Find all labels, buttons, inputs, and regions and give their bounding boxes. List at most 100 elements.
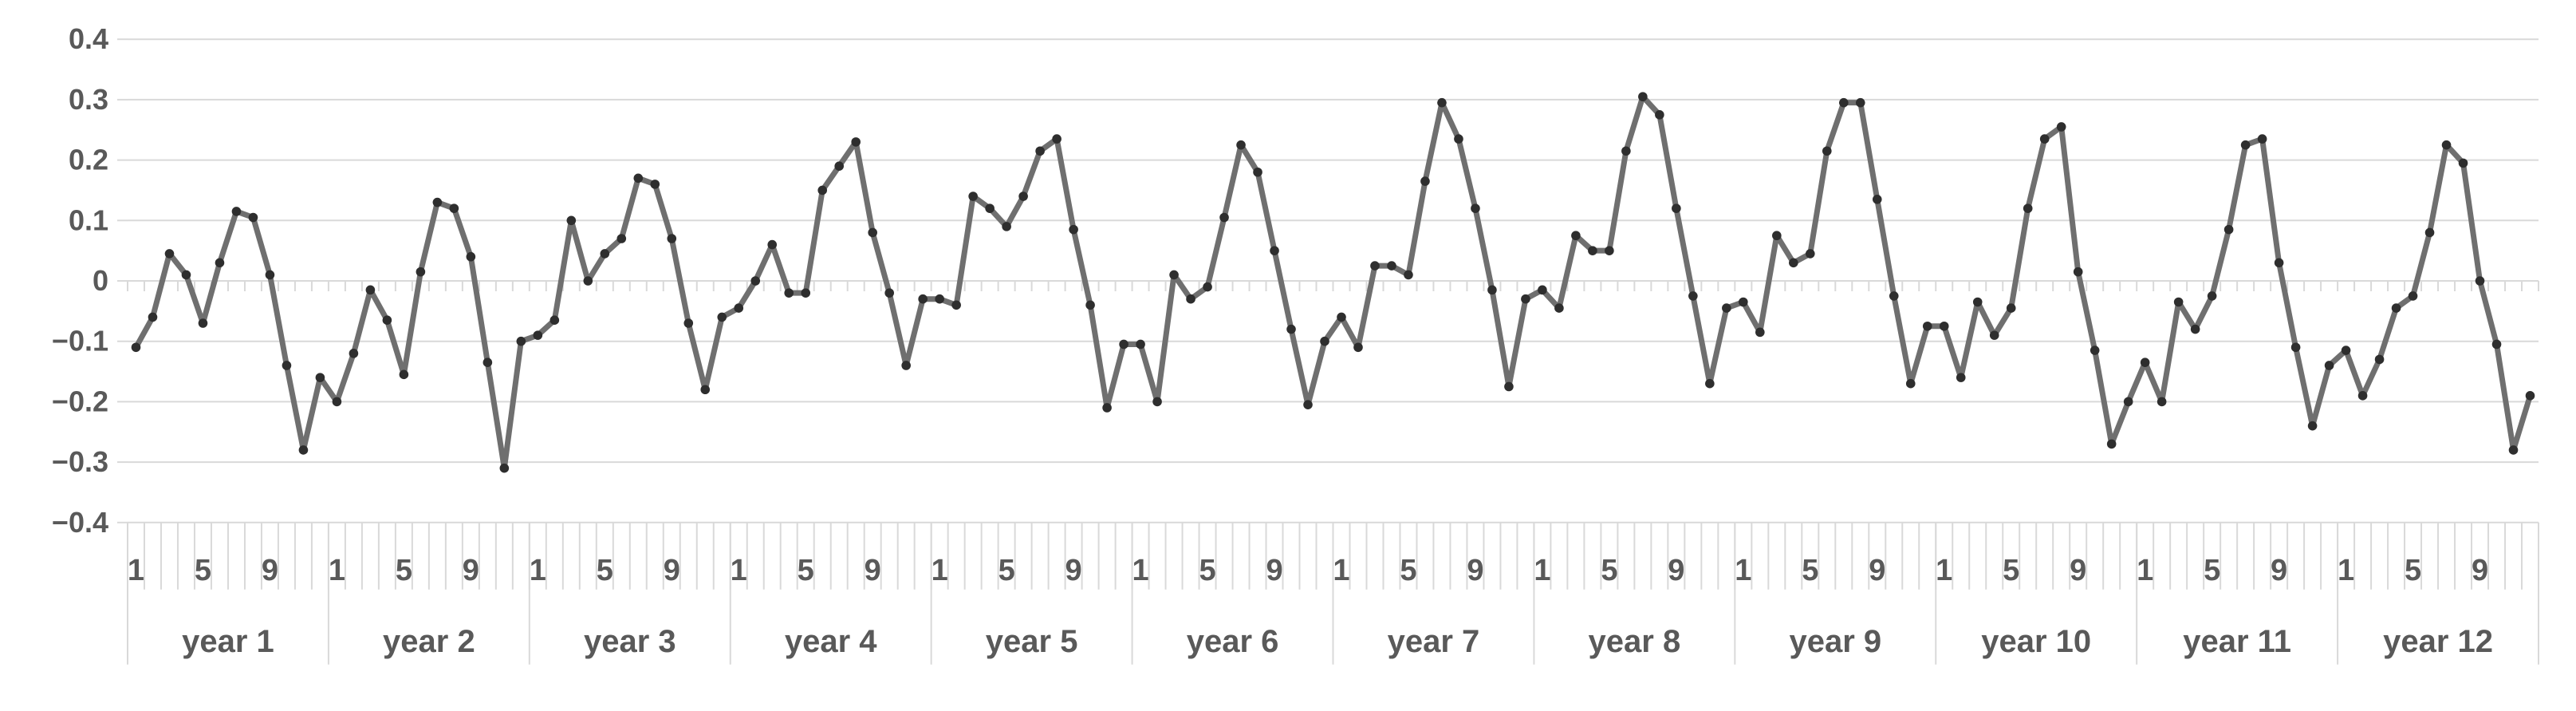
data-point-marker — [1571, 231, 1581, 241]
data-point-marker — [901, 361, 911, 370]
data-point-marker — [734, 303, 744, 313]
data-point-marker — [1437, 97, 1447, 108]
data-point-marker — [231, 207, 242, 216]
data-point-marker — [2290, 342, 2301, 353]
data-point-marker — [1387, 261, 1396, 271]
year-label: year 10 — [1981, 624, 2091, 659]
data-point-marker — [198, 318, 208, 328]
data-point-marker — [483, 357, 493, 367]
y-axis-label: 0.4 — [69, 22, 108, 55]
data-point-marker — [834, 161, 845, 171]
data-point-marker — [1554, 303, 1564, 313]
y-axis-label: −0.4 — [52, 506, 108, 539]
data-point-marker — [1286, 324, 1296, 334]
data-point-marker — [2123, 397, 2133, 407]
data-point-marker — [1253, 167, 1262, 177]
data-point-marker — [1722, 303, 1731, 313]
data-point-marker — [1018, 192, 1028, 201]
data-point-marker — [633, 173, 644, 184]
year-label: year 2 — [383, 624, 475, 659]
data-point-marker — [2307, 421, 2318, 431]
month-label: 1 — [1333, 554, 1349, 587]
data-point-marker — [2475, 276, 2485, 286]
data-point-marker — [332, 397, 342, 407]
data-point-marker — [1956, 373, 1966, 382]
data-point-marker — [1822, 146, 1832, 156]
month-label: 9 — [1869, 554, 1885, 587]
data-point-marker — [784, 288, 794, 298]
data-point-marker — [817, 185, 828, 196]
year-label: year 1 — [182, 624, 274, 659]
month-label: 9 — [1467, 554, 1483, 587]
data-point-marker — [1169, 270, 1179, 280]
data-point-marker — [2039, 134, 2050, 144]
data-point-marker — [432, 197, 443, 207]
data-point-marker — [2056, 122, 2066, 132]
data-point-marker — [583, 276, 593, 286]
data-point-marker — [1102, 403, 1112, 413]
data-point-marker — [215, 258, 225, 268]
year-label: year 4 — [785, 624, 877, 659]
data-point-marker — [148, 312, 158, 322]
data-point-marker — [2458, 158, 2468, 168]
y-axis-label: 0.1 — [69, 203, 108, 236]
month-label: 9 — [2070, 554, 2086, 587]
data-point-marker — [349, 349, 359, 358]
data-point-marker — [1504, 381, 1514, 392]
data-point-marker — [1989, 330, 1999, 340]
data-point-marker — [1972, 297, 1983, 307]
data-point-marker — [1219, 212, 1229, 223]
month-label: 1 — [731, 554, 747, 587]
data-point-marker — [868, 227, 877, 238]
month-label: 5 — [195, 554, 211, 587]
data-point-marker — [600, 249, 610, 259]
data-point-marker — [1186, 294, 1195, 304]
data-point-marker — [667, 234, 677, 243]
data-point-marker — [164, 249, 175, 259]
data-point-marker — [968, 192, 978, 201]
data-point-marker — [1152, 397, 1162, 407]
month-label: 9 — [2472, 554, 2488, 587]
data-point-marker — [1270, 246, 1279, 255]
data-point-marker — [1872, 195, 1882, 204]
data-point-marker — [2424, 227, 2435, 238]
month-label: 9 — [262, 554, 278, 587]
data-point-marker — [2207, 291, 2217, 301]
month-label: 9 — [1668, 554, 1684, 587]
data-point-marker — [399, 369, 409, 380]
month-label: 5 — [2405, 554, 2421, 587]
y-axis-label: −0.1 — [52, 325, 108, 357]
data-point-marker — [1672, 203, 1681, 213]
data-point-marker — [1035, 146, 1045, 156]
data-point-marker — [365, 285, 376, 295]
month-label: 1 — [1936, 554, 1952, 587]
data-point-marker — [2341, 346, 2351, 355]
year-label: year 7 — [1388, 624, 1480, 659]
month-label: 5 — [2204, 554, 2220, 587]
data-point-marker — [1922, 321, 1932, 331]
year-label: year 8 — [1589, 624, 1681, 659]
data-point-marker — [801, 288, 811, 298]
data-point-marker — [1353, 342, 1363, 353]
data-point-marker — [549, 315, 560, 326]
data-point-marker — [466, 251, 476, 262]
data-point-marker — [2157, 397, 2167, 407]
data-point-marker — [131, 342, 141, 353]
data-point-marker — [1739, 297, 1748, 307]
data-point-marker — [382, 315, 392, 326]
month-label: 5 — [2003, 554, 2019, 587]
y-axis-label: 0.3 — [69, 83, 108, 116]
data-point-marker — [1772, 231, 1782, 241]
y-axis-label: −0.2 — [52, 385, 108, 417]
month-label: 5 — [1400, 554, 1416, 587]
data-point-marker — [2491, 339, 2502, 350]
month-label: 9 — [463, 554, 479, 587]
data-point-marker — [717, 312, 727, 322]
data-point-marker — [1404, 270, 1413, 280]
data-point-marker — [683, 318, 694, 328]
data-point-marker — [1454, 134, 1463, 144]
month-label: 1 — [329, 554, 345, 587]
data-point-marker — [1789, 258, 1798, 268]
month-label: 1 — [932, 554, 948, 587]
month-label: 9 — [664, 554, 680, 587]
